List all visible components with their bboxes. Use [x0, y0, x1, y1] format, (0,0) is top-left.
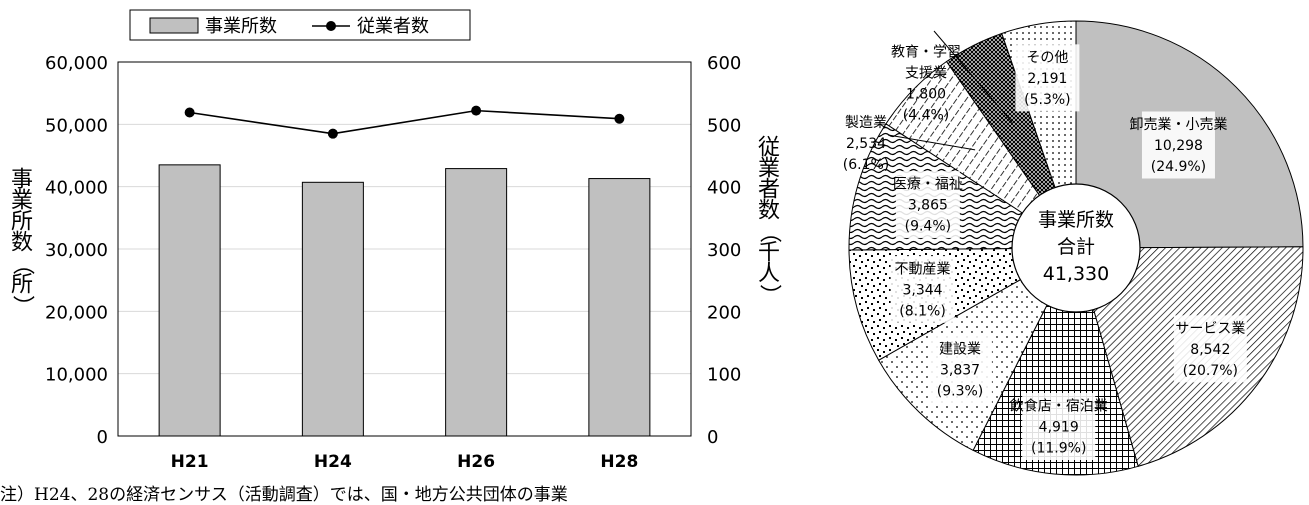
svg-text:(5.3%): (5.3%) [1024, 92, 1071, 108]
bar-H24 [301, 181, 364, 437]
legend: 事業所数 従業者数 [129, 9, 471, 41]
svg-text:サービス業: サービス業 [1175, 321, 1245, 337]
bar-H21 [158, 164, 221, 437]
svg-text:医療・福祉: 医療・福祉 [893, 176, 963, 193]
svg-text:(20.7%): (20.7%) [1183, 363, 1238, 379]
pie-label: その他 2,191 (5.3%) [1015, 44, 1080, 112]
plot-frame [117, 61, 692, 437]
line-point-H21 [184, 107, 195, 118]
svg-text:(9.3%): (9.3%) [937, 384, 984, 400]
svg-text:4,919: 4,919 [1039, 419, 1079, 435]
y2-tick-label: 100 [707, 365, 741, 386]
pie-label: サービス業 8,542 (20.7%) [1173, 315, 1247, 383]
svg-text:数: 数 [11, 231, 33, 256]
svg-text:卸売業・小売業: 卸売業・小売業 [1129, 117, 1227, 133]
y-tick-label: 40,000 [45, 178, 108, 199]
x-tick-label: H21 [171, 452, 209, 472]
line-point-H24 [327, 128, 338, 139]
svg-text:(11.9%): (11.9%) [1031, 440, 1086, 456]
footnote: 注）H24、28の経済センサス（活動調査）では、国・地方公共団体の事業 [0, 485, 568, 505]
svg-text:(4.4%): (4.4%) [903, 108, 950, 124]
svg-text:所: 所 [11, 210, 33, 235]
svg-text:2,534: 2,534 [846, 136, 886, 152]
legend-line-label: 従業者数 [357, 16, 429, 37]
pie-label: 飲食店・宿泊業 4,919 (11.9%) [1010, 392, 1108, 460]
svg-text:10,298: 10,298 [1154, 138, 1203, 154]
line-point-H26 [471, 105, 482, 116]
y-tick-label: 30,000 [45, 240, 108, 261]
y-tick-label: 20,000 [45, 302, 108, 323]
y2-axis-label: 従業者数（千人） [757, 136, 782, 307]
x-tick-label: H24 [314, 452, 352, 472]
svg-text:千: 千 [758, 241, 780, 266]
y-axis-label: 事業所数（所） [10, 168, 35, 318]
series-line [189, 109, 620, 135]
pie-label: 建設業 3,837 (9.3%) [928, 336, 993, 404]
svg-text:所: 所 [11, 273, 33, 298]
svg-text:事業所数: 事業所数 [1038, 209, 1114, 231]
y2-tick-label: 0 [707, 427, 718, 448]
pie-label: 不動産業 3,344 (8.1%) [890, 255, 955, 323]
bar-H26 [445, 168, 508, 437]
pie-slice [972, 246, 1139, 476]
svg-text:業: 業 [758, 157, 780, 182]
svg-text:数: 数 [758, 199, 780, 224]
svg-text:（: （ [10, 253, 35, 275]
pie-chart: 卸売業・小売業 10,298 (24.9%) サービス業 8,542 (20.7%) 飲食店… [843, 20, 1304, 476]
y-tick-label: 50,000 [45, 115, 108, 136]
bar-H28 [588, 178, 651, 437]
svg-text:建設業: 建設業 [939, 342, 981, 358]
svg-text:41,330: 41,330 [1043, 263, 1109, 285]
svg-text:合計: 合計 [1057, 236, 1095, 258]
pie-label: 医療・福祉 3,865 (9.4%) [893, 171, 963, 239]
y2-tick-label: 500 [707, 115, 741, 136]
svg-text:2,191: 2,191 [1027, 71, 1067, 87]
svg-text:3,344: 3,344 [903, 282, 943, 298]
svg-text:事: 事 [11, 168, 33, 193]
svg-text:(24.9%): (24.9%) [1151, 159, 1206, 175]
y2-tick-label: 300 [707, 240, 741, 261]
svg-text:不動産業: 不動産業 [895, 261, 951, 277]
svg-text:(8.1%): (8.1%) [899, 303, 946, 319]
leader-line [887, 134, 976, 151]
y2-tick-label: 400 [707, 178, 741, 199]
svg-text:支援業: 支援業 [905, 66, 947, 82]
svg-text:業: 業 [11, 189, 33, 214]
combo-bar-line-chart: 事業所数 従業者数 010,00020,00030,00040,00050,00… [10, 9, 782, 472]
y2-tick-label: 600 [707, 53, 741, 74]
x-tick-label: H28 [600, 452, 638, 472]
svg-text:教育・学習: 教育・学習 [891, 45, 961, 61]
pie-label: 製造業 2,534 (6.1%) [843, 115, 890, 173]
svg-text:人: 人 [758, 262, 780, 287]
y-tick-label: 60,000 [45, 53, 108, 74]
svg-text:者: 者 [758, 178, 780, 203]
svg-text:3,837: 3,837 [940, 363, 980, 379]
svg-text:1,800: 1,800 [906, 87, 946, 103]
svg-text:（: （ [757, 221, 782, 243]
svg-text:）: ） [757, 284, 782, 306]
legend-bar-label: 事業所数 [205, 16, 277, 37]
svg-text:その他: その他 [1026, 50, 1068, 66]
svg-text:飲食店・宿泊業: 飲食店・宿泊業 [1010, 397, 1108, 414]
x-tick-label: H26 [457, 452, 495, 472]
leader-line [933, 30, 1013, 123]
pie-label: 卸売業・小売業 10,298 (24.9%) [1129, 111, 1227, 179]
svg-text:3,865: 3,865 [908, 198, 948, 214]
svg-text:(6.1%): (6.1%) [843, 157, 890, 173]
svg-text:(9.4%): (9.4%) [905, 219, 952, 235]
line-point-H28 [614, 113, 625, 124]
y-tick-label: 10,000 [45, 365, 108, 386]
y2-tick-label: 200 [707, 302, 741, 323]
svg-text:製造業: 製造業 [845, 115, 887, 131]
legend-line-marker [326, 21, 336, 31]
svg-text:）: ） [10, 295, 35, 317]
legend-bar-swatch [149, 17, 199, 34]
y-tick-label: 0 [97, 427, 108, 448]
svg-text:8,542: 8,542 [1190, 342, 1230, 358]
svg-text:従: 従 [758, 136, 780, 161]
